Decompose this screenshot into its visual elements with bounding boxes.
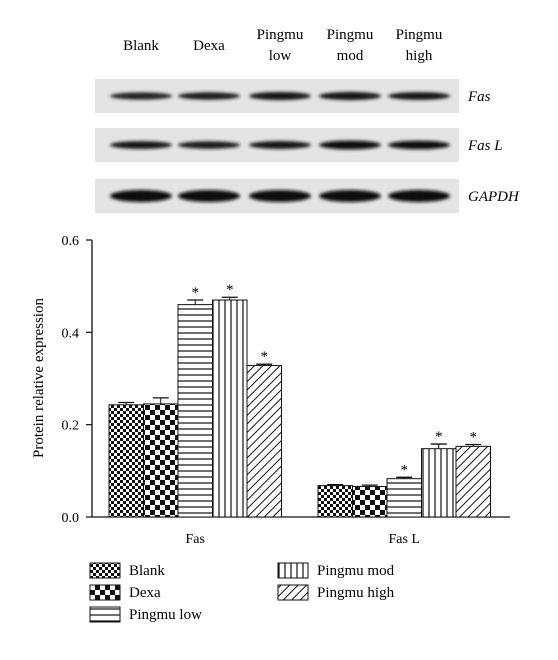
blot-band: [110, 92, 172, 100]
significance-marker: *: [261, 349, 269, 365]
blot-band: [319, 140, 381, 150]
legend-label: Pingmu low: [129, 607, 202, 623]
blot-band: [110, 190, 172, 202]
bar: [386, 478, 422, 518]
blot-band: [388, 190, 450, 202]
bar: [421, 448, 457, 518]
blot-band: [319, 91, 381, 101]
blot-row: GAPDH: [95, 179, 520, 213]
bar: [455, 445, 491, 518]
x-axis-labels: Fas Fas L: [186, 532, 420, 547]
significance-marker: *: [470, 430, 478, 446]
legend-swatch: [89, 584, 121, 601]
legend: Blank Dexa Pingmu low Pingmu mod Pingmu high: [89, 562, 395, 623]
legend-label: Blank: [129, 563, 165, 579]
bar-group: * * *: [108, 282, 282, 518]
legend-swatch: [277, 562, 309, 579]
blot-band: [249, 92, 311, 100]
legend-swatch: [277, 584, 309, 601]
significance-marker: *: [401, 462, 409, 478]
bar-chart: Protein relative expression 0.0 0.2 0.4 0.6…: [31, 234, 510, 547]
lane-label: Pingmu low: [257, 27, 304, 64]
blot-row: Fas L: [95, 128, 503, 162]
y-tick-label: 0.6: [62, 234, 80, 249]
blot-band: [178, 92, 240, 100]
y-tick-label: 0.2: [62, 419, 80, 434]
blot-band: [249, 190, 311, 202]
y-axis-title: Protein relative expression: [31, 298, 47, 458]
legend-label: Pingmu mod: [317, 563, 395, 579]
x-tick-label: Fas: [186, 532, 205, 547]
legend-swatch: [89, 562, 121, 579]
blot-band: [178, 141, 240, 149]
significance-marker: *: [435, 429, 443, 445]
lane-labels: Blank Dexa Pingmu low Pingmu mod Pingmu high: [123, 27, 443, 64]
western-blot-panel: Blank Dexa Pingmu low Pingmu mod Pingmu high Fas…: [95, 27, 520, 213]
bar: [212, 299, 248, 518]
y-tick-label: 0.0: [62, 511, 80, 526]
lane-label: Pingmu mod: [327, 27, 374, 64]
significance-marker: *: [192, 285, 200, 301]
legend-item: Pingmu low: [89, 606, 202, 623]
chart-bars: * * * * * *: [108, 282, 491, 518]
legend-swatch: [89, 606, 121, 623]
legend-item: Pingmu high: [277, 584, 395, 601]
blot-row-label: GAPDH: [468, 189, 520, 205]
blot-band: [388, 140, 450, 150]
legend-item: Pingmu mod: [277, 562, 395, 579]
lane-label: Pingmu high: [396, 27, 443, 64]
blot-band: [249, 141, 311, 149]
x-tick-label: Fas L: [389, 532, 421, 547]
bar: [108, 404, 144, 518]
blot-row-label: Fas L: [467, 138, 503, 154]
lane-label: Dexa: [193, 38, 225, 54]
bar: [317, 485, 353, 518]
blot-row: Fas: [95, 79, 491, 113]
bar-group: * * *: [317, 429, 491, 518]
blot-band: [110, 141, 172, 149]
bar: [143, 403, 179, 518]
y-tick-label: 0.4: [62, 326, 80, 341]
legend-label: Pingmu high: [317, 585, 395, 601]
legend-item: Blank: [89, 562, 165, 579]
legend-item: Dexa: [89, 584, 161, 601]
blot-band: [319, 190, 381, 202]
legend-label: Dexa: [129, 585, 161, 601]
blot-band: [388, 92, 450, 100]
significance-marker: *: [226, 282, 234, 298]
bar: [352, 486, 388, 518]
blot-row-label: Fas: [467, 89, 491, 105]
blot-band: [178, 190, 240, 202]
bar: [177, 304, 213, 518]
bar: [246, 365, 282, 518]
lane-label: Blank: [123, 38, 159, 54]
